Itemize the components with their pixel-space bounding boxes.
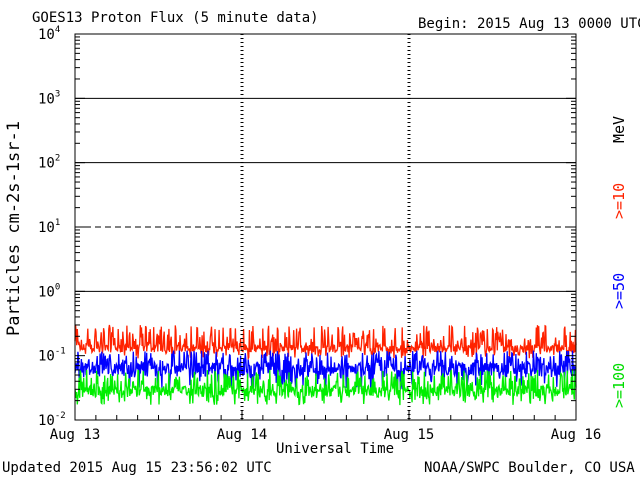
credit: NOAA/SWPC Boulder, CO USA [424,460,635,476]
y-tick-exponent: 3 [55,89,60,99]
grid-layer [75,34,576,420]
y-tick-exponent: 0 [55,282,60,292]
y-tick-exponent: 1 [55,218,60,228]
y-tick-label: 101 [38,218,60,236]
ge100-label: >=100 [610,362,628,408]
x-tick-label: Aug 16 [551,427,602,443]
y-tick-label: 10-1 [38,347,66,365]
y-tick-label: 102 [38,154,60,172]
ge10-label: >=10 [610,182,628,219]
x-tick-label: Aug 14 [217,427,268,443]
x-tick-layer: Aug 13 Aug 14 Aug 15 Aug 16 [50,410,602,443]
y-tick-exponent: 2 [55,154,60,164]
begin-time: Begin: 2015 Aug 13 0000 UTC [418,16,640,32]
y-axis-label-text: Particles cm-2s-1sr-1 [4,121,24,336]
chart-title: GOES13 Proton Flux (5 minute data) [32,10,319,26]
y-axis-label: Particles cm-2s-1sr-1 [4,121,24,336]
y-tick-exponent: -2 [55,411,66,421]
series-label-ge50: >=50 [610,273,628,309]
series-label-ge100: >=100 [610,363,628,408]
x-tick-label: Aug 13 [50,427,101,443]
series-label-ge10: >=10 [610,183,628,219]
updated-time: Updated 2015 Aug 15 23:56:02 UTC [2,460,272,476]
y-tick-exponent: 4 [55,25,60,35]
y-tick-exponent: -1 [55,347,66,357]
y-tick-label: 104 [38,25,60,43]
series-line-ge50 [74,349,577,390]
series-label-mev: MeV [610,116,628,143]
series-line-ge10 [74,324,577,361]
x-axis-label: Universal Time [276,441,395,457]
series-layer [74,324,577,406]
y-tick-label: 100 [38,282,60,300]
ge50-label: >=50 [610,272,628,309]
x-tick-label: Aug 15 [384,427,435,443]
series-line-ge100 [74,369,577,406]
y-tick-label: 103 [38,89,60,107]
mev-label: MeV [610,115,628,143]
